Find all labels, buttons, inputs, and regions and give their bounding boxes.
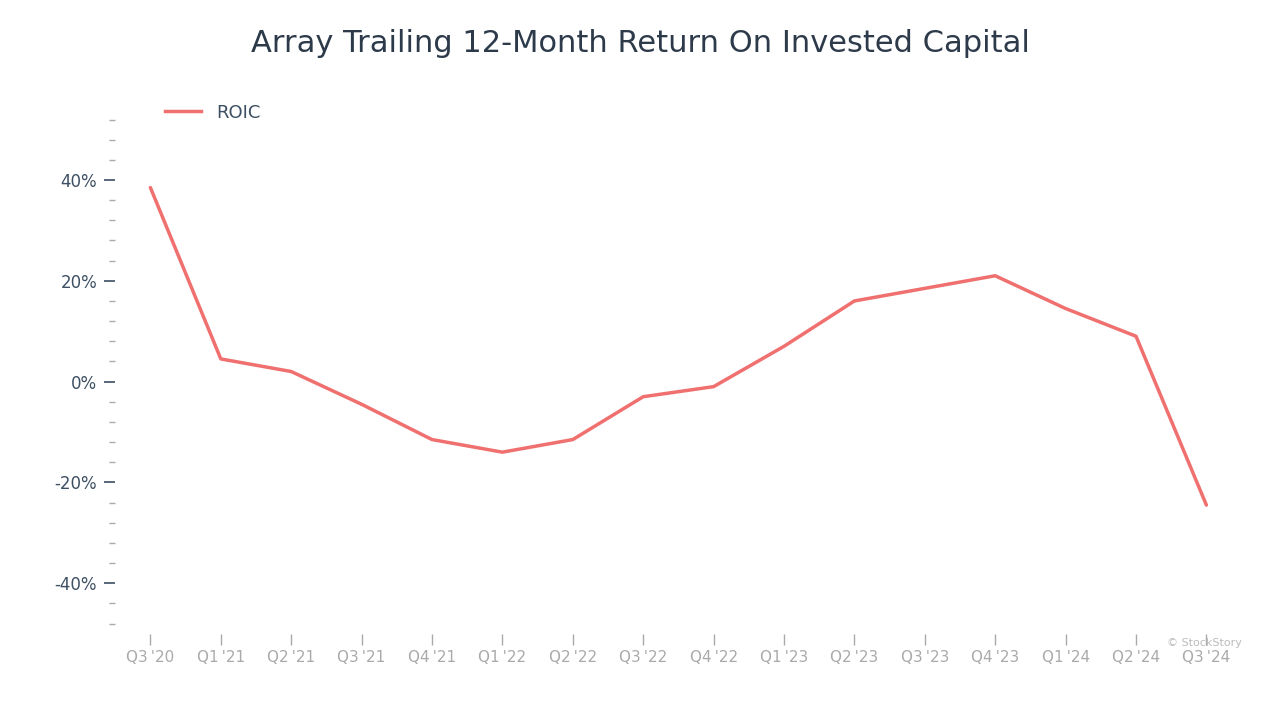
Text: © StockStory: © StockStory bbox=[1167, 638, 1242, 648]
Legend: ROIC: ROIC bbox=[157, 96, 268, 129]
Text: Array Trailing 12-Month Return On Invested Capital: Array Trailing 12-Month Return On Invest… bbox=[251, 29, 1029, 58]
